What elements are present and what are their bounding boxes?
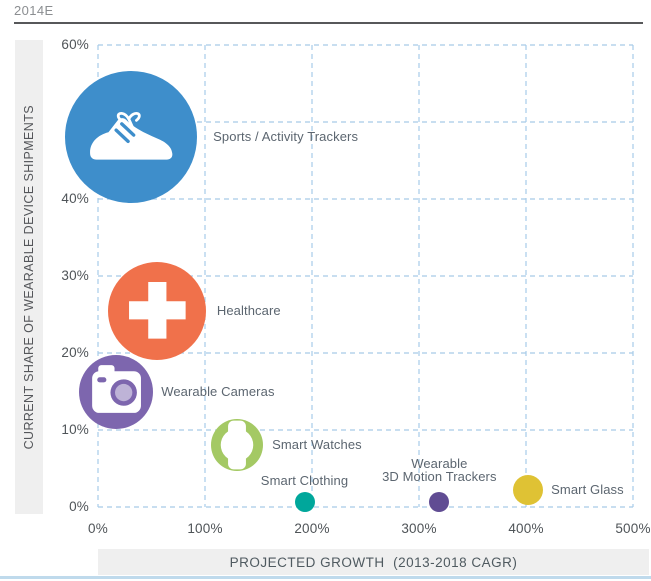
bubble-label-smart-clothing: Smart Clothing — [260, 472, 349, 488]
x-tick-label: 0% — [88, 521, 108, 536]
y-tick-label: 10% — [61, 422, 89, 437]
bubble-wearable-3d-motion-trackers — [429, 491, 450, 512]
y-tick-label: 30% — [61, 268, 89, 283]
bubble-label-smart-glass: Smart Glass — [551, 482, 624, 498]
camera-icon — [91, 365, 141, 413]
plus-icon — [128, 282, 186, 339]
x-tick-label: 400% — [508, 521, 544, 536]
y-tick-label: 20% — [61, 345, 89, 360]
bubble-smart-glass — [513, 475, 544, 506]
bubble-wearable-cameras — [79, 354, 154, 429]
x-tick-label: 100% — [187, 521, 223, 536]
bubble-label-sports-activity-trackers: Sports / Activity Trackers — [213, 129, 359, 145]
chart-title: 2014E — [14, 3, 54, 18]
title-divider-line — [14, 22, 643, 24]
bubble-sports-activity-trackers — [65, 71, 198, 204]
bubble-label-wearable-3d-motion-trackers: Wearable 3D Motion Trackers — [382, 455, 497, 484]
bubble-label-smart-watches: Smart Watches — [272, 437, 362, 453]
x-axis-title: PROJECTED GROWTH (2013-2018 CAGR) — [229, 554, 518, 570]
watch-icon — [220, 421, 254, 470]
y-axis-title-bar: CURRENT SHARE OF WEARABLE DEVICE SHIPMEN… — [15, 40, 43, 514]
bubble-smart-clothing — [294, 491, 315, 512]
bubble-label-wearable-cameras: Wearable Cameras — [161, 383, 275, 399]
bubble-label-healthcare: Healthcare — [216, 302, 281, 318]
x-tick-label: 300% — [401, 521, 437, 536]
bubble-smart-watches — [211, 419, 264, 472]
y-tick-label: 40% — [61, 191, 89, 206]
x-tick-label: 500% — [615, 521, 651, 536]
shoe-icon — [90, 111, 173, 160]
y-tick-label: 60% — [61, 37, 89, 52]
bottom-accent-line — [0, 576, 651, 579]
x-axis-title-bar: PROJECTED GROWTH (2013-2018 CAGR) — [98, 549, 649, 575]
y-tick-label: 0% — [69, 499, 89, 514]
x-tick-label: 200% — [294, 521, 330, 536]
bubble-healthcare — [107, 261, 206, 360]
